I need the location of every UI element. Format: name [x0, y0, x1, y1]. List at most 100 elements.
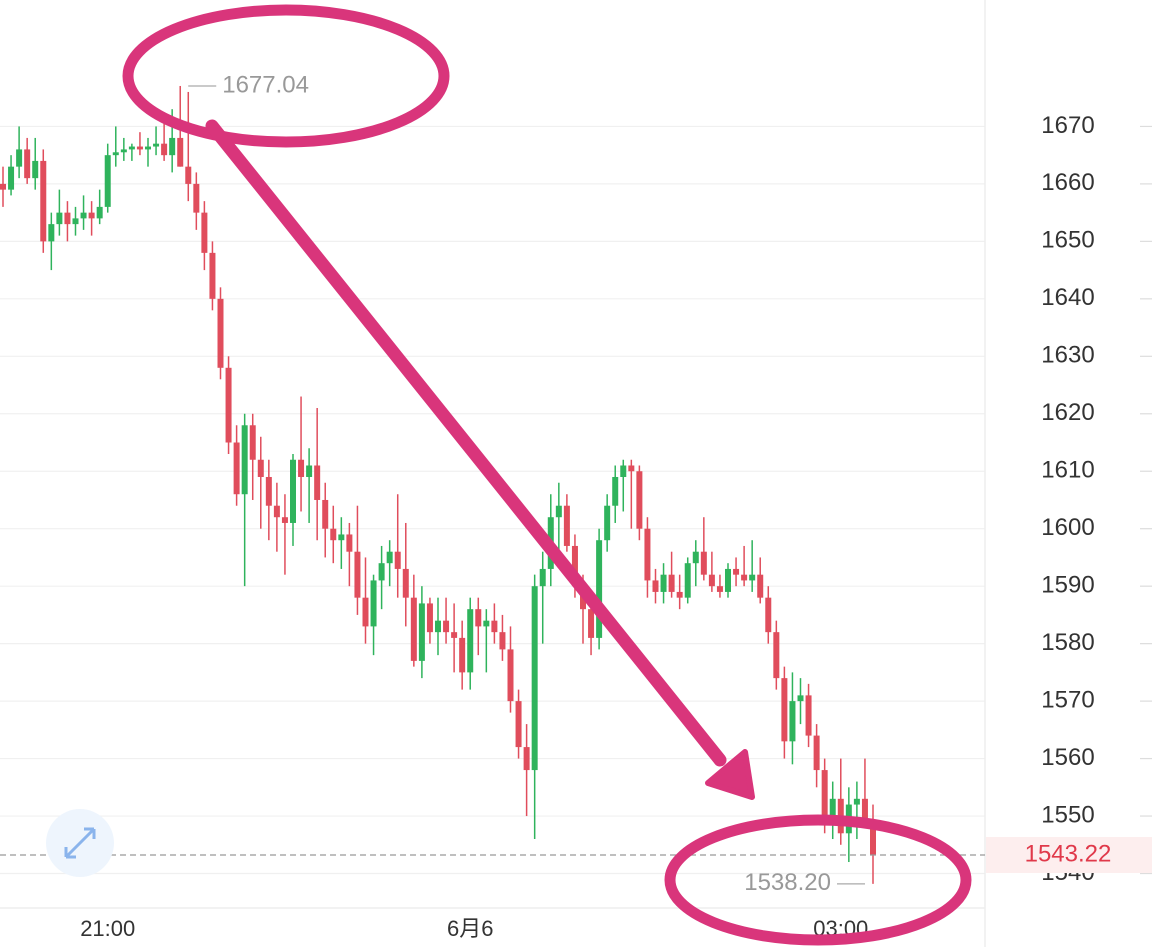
- annotations: 1677.04 1538.20 1543.22: [0, 71, 1152, 896]
- candle-body: [233, 442, 240, 495]
- y-tick-label: 1640: [1041, 284, 1094, 311]
- y-tick-label: 1610: [1041, 457, 1094, 484]
- candle-body: [177, 137, 184, 167]
- highlight-overlay: [122, 4, 972, 946]
- candle-body: [749, 574, 756, 581]
- min-label: 1538.20: [744, 869, 831, 896]
- last-price-bg: [986, 837, 1152, 874]
- candle-body: [48, 224, 55, 242]
- candle-body: [443, 620, 450, 633]
- candle-body: [652, 580, 659, 592]
- candle-body: [604, 505, 611, 541]
- candle-body: [588, 609, 595, 638]
- candle-body: [306, 465, 313, 477]
- candle-body: [483, 620, 490, 627]
- candle-body: [676, 591, 683, 598]
- candle-body: [80, 212, 87, 219]
- candle-body: [733, 568, 740, 575]
- candle-body: [797, 695, 804, 702]
- candle-body: [330, 528, 337, 541]
- candle-body: [145, 146, 151, 150]
- y-tick-label: 1660: [1041, 169, 1094, 196]
- candle-body: [265, 476, 272, 506]
- candle-body: [64, 212, 71, 225]
- candle-body: [563, 505, 570, 546]
- grid: 1540155015601570158015901600161016201630…: [0, 112, 1152, 941]
- candle-body: [620, 465, 627, 477]
- candle-body: [322, 499, 329, 529]
- y-tick-label: 1570: [1041, 686, 1094, 713]
- candle-body: [781, 678, 788, 742]
- expand-arrows: [64, 827, 96, 859]
- candle-body: [684, 563, 691, 598]
- x-tick-label: 21:00: [80, 916, 135, 941]
- candle-body: [829, 798, 836, 817]
- candle-body: [257, 459, 264, 477]
- candle-body: [531, 586, 538, 771]
- candle-body: [249, 425, 256, 460]
- candle-body: [273, 505, 280, 518]
- candle-body: [475, 609, 482, 627]
- y-tick-label: 1580: [1041, 629, 1094, 656]
- candle-body: [169, 137, 176, 156]
- candle-body: [314, 465, 321, 500]
- candle-body: [459, 637, 466, 673]
- candle-body: [120, 149, 127, 153]
- candle-body: [96, 206, 103, 219]
- candle-body: [112, 152, 119, 156]
- candle-body: [596, 540, 603, 638]
- candle-body: [861, 798, 868, 822]
- y-tick-label: 1550: [1041, 801, 1094, 828]
- candle-body: [539, 568, 546, 587]
- candle-body: [410, 597, 417, 661]
- candle-body: [153, 143, 160, 147]
- ellipse-high: [122, 4, 450, 148]
- candle-body: [628, 465, 635, 472]
- candle-body: [716, 586, 723, 592]
- candle-body: [692, 551, 699, 564]
- candle-body: [209, 252, 216, 299]
- candle-body: [668, 574, 675, 592]
- candle-body: [88, 212, 95, 219]
- candle-body: [708, 574, 715, 587]
- candle-body: [757, 574, 764, 598]
- candle-body: [773, 632, 780, 679]
- candle-body: [378, 563, 385, 581]
- candle-body: [370, 580, 377, 627]
- candle-body: [426, 603, 433, 633]
- y-tick-label: 1600: [1041, 514, 1094, 541]
- candle-body: [435, 620, 441, 633]
- candle-body: [104, 155, 111, 207]
- x-tick-label: 6月6: [447, 916, 493, 941]
- candle-body: [201, 212, 208, 253]
- candle-body: [660, 574, 667, 592]
- candle-body: [24, 149, 31, 179]
- candle-body: [0, 183, 6, 190]
- candle-body: [813, 735, 820, 771]
- candle-body: [789, 701, 796, 742]
- candle-body: [491, 620, 498, 633]
- ellipse-low: [664, 814, 972, 946]
- candle-body: [40, 160, 47, 242]
- candle-body: [394, 551, 401, 569]
- candle-body: [467, 609, 474, 673]
- expand-icon: [46, 809, 114, 877]
- candle-body: [386, 551, 393, 564]
- candle-body: [32, 160, 39, 179]
- y-tick-label: 1560: [1041, 744, 1094, 771]
- candle-body: [725, 568, 731, 592]
- candle-body: [56, 212, 63, 225]
- candle-body: [805, 695, 812, 736]
- candle-body: [402, 568, 409, 598]
- candle-body: [161, 143, 168, 156]
- candle-body: [765, 597, 772, 633]
- candle-body: [515, 701, 522, 748]
- candle-body: [853, 798, 860, 805]
- candle-body: [16, 149, 23, 167]
- candle-body: [821, 770, 828, 817]
- candle-body: [241, 425, 248, 495]
- candle-body: [507, 649, 514, 702]
- candle-body: [523, 747, 530, 771]
- candle-body: [290, 459, 296, 523]
